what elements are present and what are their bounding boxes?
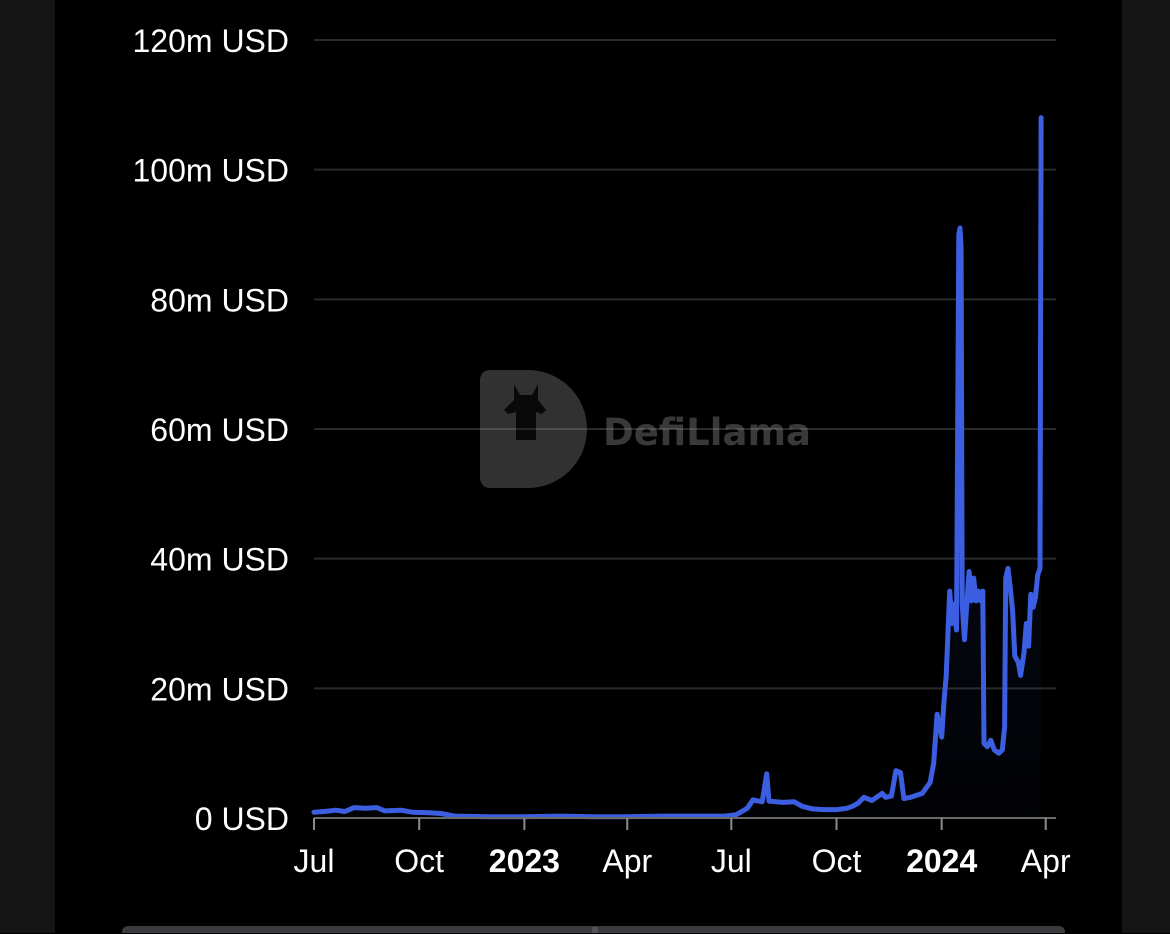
series-area: [314, 117, 1042, 819]
x-tick-label: Oct: [812, 843, 862, 879]
watermark: DefiLlama: [480, 370, 811, 488]
x-tick-label: 2023: [489, 843, 560, 879]
defillama-logo: [480, 370, 587, 488]
x-tick-label: Apr: [1021, 843, 1071, 879]
x-tick-label: Oct: [394, 843, 444, 879]
y-tick-label: 120m USD: [133, 23, 290, 59]
y-tick-label: 80m USD: [150, 282, 289, 318]
y-tick-label: 20m USD: [150, 671, 289, 707]
right-margin: [1122, 0, 1170, 933]
llama-silhouette: [504, 384, 546, 440]
watermark-text: DefiLlama: [603, 411, 811, 454]
y-tick-label: 100m USD: [133, 153, 290, 189]
left-margin: [0, 0, 55, 933]
range-scrollbar[interactable]: [122, 926, 1065, 933]
y-tick-label: 40m USD: [150, 542, 289, 578]
scrollbar-grip-icon[interactable]: |||: [591, 927, 599, 934]
series-line: [311, 115, 1044, 820]
y-tick-label: 60m USD: [150, 412, 289, 448]
y-tick-label: 0 USD: [195, 801, 289, 837]
x-tick-label: 2024: [906, 843, 977, 879]
x-tick-label: Apr: [602, 843, 652, 879]
x-tick-label: Jul: [294, 843, 335, 879]
x-tick-label: Jul: [711, 843, 752, 879]
